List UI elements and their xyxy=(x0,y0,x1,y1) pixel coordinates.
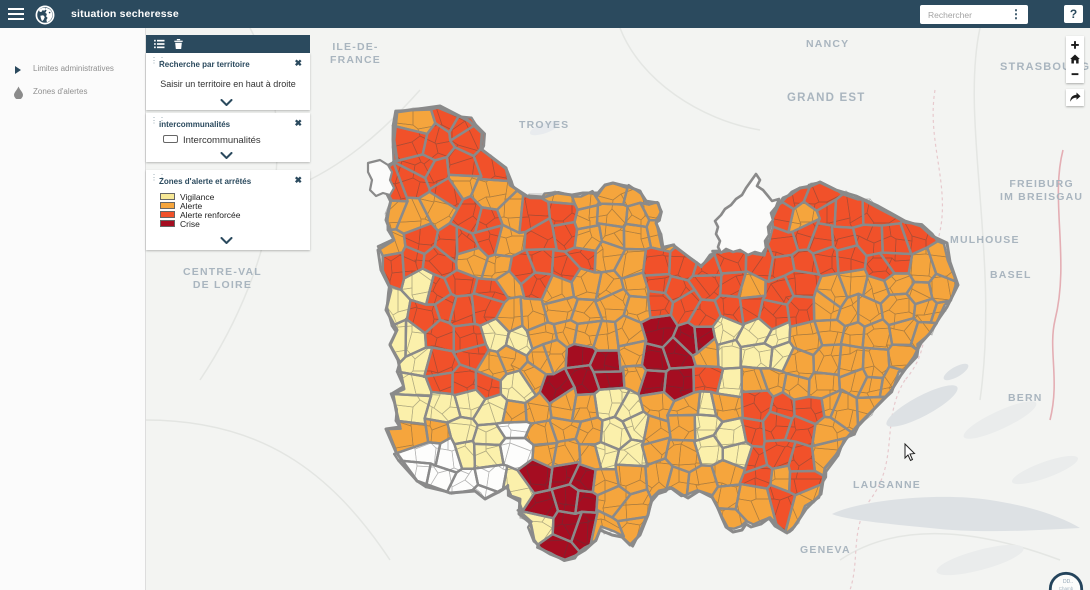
svg-text:Chamb: Chamb xyxy=(1059,586,1074,590)
svg-text:DD..: DD.. xyxy=(1063,579,1073,585)
